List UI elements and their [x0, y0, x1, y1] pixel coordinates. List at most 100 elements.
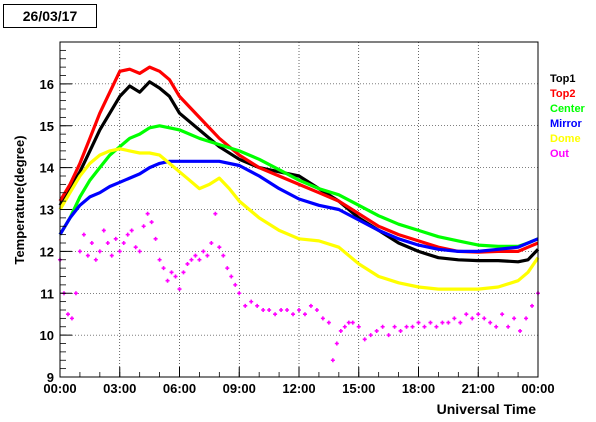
out-point — [386, 333, 391, 338]
out-point — [416, 320, 421, 325]
out-point — [267, 308, 272, 312]
legend-entry-top1: Top1 — [550, 73, 575, 85]
out-point — [482, 316, 487, 321]
out-point — [350, 320, 355, 325]
out-point — [101, 228, 106, 233]
out-point — [81, 232, 86, 237]
out-point — [181, 270, 186, 275]
out-point — [201, 249, 206, 254]
out-point — [512, 316, 517, 321]
out-point — [73, 291, 78, 296]
y-tick-label: 15 — [40, 119, 54, 134]
y-axis-label: Temperature(degree) — [12, 135, 27, 264]
y-tick-label: 11 — [40, 286, 54, 301]
out-point — [65, 312, 70, 317]
x-axis-label: Universal Time — [437, 401, 537, 417]
out-point — [249, 299, 254, 304]
out-point — [161, 266, 166, 271]
out-point — [410, 324, 415, 329]
series-layer — [58, 65, 540, 363]
out-point — [374, 328, 379, 333]
out-point — [169, 270, 174, 275]
out-point — [279, 308, 284, 312]
out-point — [237, 291, 242, 296]
out-point — [530, 303, 535, 308]
legend-entry-dome: Dome — [550, 133, 581, 145]
out-point — [205, 253, 210, 258]
series-line-dome — [58, 147, 540, 291]
out-point — [137, 249, 142, 254]
out-point — [69, 316, 74, 321]
x-tick-label: 12:00 — [282, 381, 315, 396]
out-point — [117, 249, 122, 254]
out-point — [458, 320, 463, 325]
out-point — [291, 312, 296, 317]
out-point — [404, 324, 409, 329]
out-point — [145, 211, 150, 216]
out-point — [380, 324, 385, 329]
out-point — [506, 324, 511, 329]
out-point — [302, 312, 307, 317]
out-point — [89, 241, 94, 245]
out-point — [428, 320, 433, 325]
y-tick-label: 13 — [40, 203, 54, 218]
x-tick-label: 03:00 — [103, 381, 136, 396]
out-point — [109, 253, 114, 258]
out-point — [342, 324, 347, 329]
out-point — [221, 253, 226, 258]
y-tick-label: 16 — [40, 77, 54, 92]
out-point — [225, 266, 230, 271]
out-point — [141, 224, 146, 229]
series-line-center — [58, 124, 539, 248]
out-point — [297, 308, 301, 312]
out-point — [330, 358, 335, 363]
out-point — [440, 320, 445, 325]
series-top1 — [58, 80, 540, 264]
out-point — [233, 282, 238, 287]
out-point — [334, 341, 339, 346]
axes: 9 10 11 12 13 14 15 16 00:00 03:00 06:00 09:00 12:00… — [40, 41, 555, 396]
series-out — [58, 211, 540, 363]
out-point — [518, 328, 523, 333]
x-tick-label: 06:00 — [163, 381, 196, 396]
legend-entry-out: Out — [550, 148, 569, 160]
out-point — [434, 324, 439, 329]
out-point — [392, 324, 397, 329]
y-tick-label: 9 — [47, 370, 54, 385]
out-point — [157, 257, 162, 262]
out-point — [177, 287, 182, 292]
out-point — [213, 211, 218, 216]
out-point — [185, 261, 190, 266]
out-point — [314, 308, 319, 312]
out-point — [165, 278, 170, 283]
x-tick-label: 21:00 — [462, 381, 495, 396]
out-point — [217, 245, 222, 250]
out-point — [338, 328, 343, 333]
y-tick-label: 14 — [40, 161, 55, 176]
out-point — [326, 320, 331, 325]
out-point — [189, 257, 194, 262]
out-point — [524, 316, 529, 321]
y-tick-label: 12 — [40, 244, 54, 259]
out-point — [362, 337, 367, 342]
out-point — [452, 316, 457, 321]
legend-entry-mirror: Mirror — [550, 118, 583, 130]
out-point — [398, 328, 403, 333]
series-dome — [58, 147, 540, 291]
date-label: 26/03/17 — [3, 4, 97, 28]
series-mirror — [58, 159, 539, 253]
out-point — [121, 241, 126, 245]
legend: Top1 Top2 Center Mirror Dome Out — [550, 73, 586, 160]
legend-entry-center: Center — [550, 103, 586, 115]
out-point — [209, 241, 214, 245]
plot-area — [60, 42, 538, 377]
out-point — [229, 274, 234, 279]
out-point — [133, 245, 138, 250]
series-line-mirror — [58, 159, 539, 253]
out-point — [320, 316, 325, 321]
x-tick-label: 15:00 — [342, 381, 375, 396]
out-point — [113, 236, 118, 241]
out-point — [243, 303, 248, 308]
out-point — [93, 257, 98, 262]
